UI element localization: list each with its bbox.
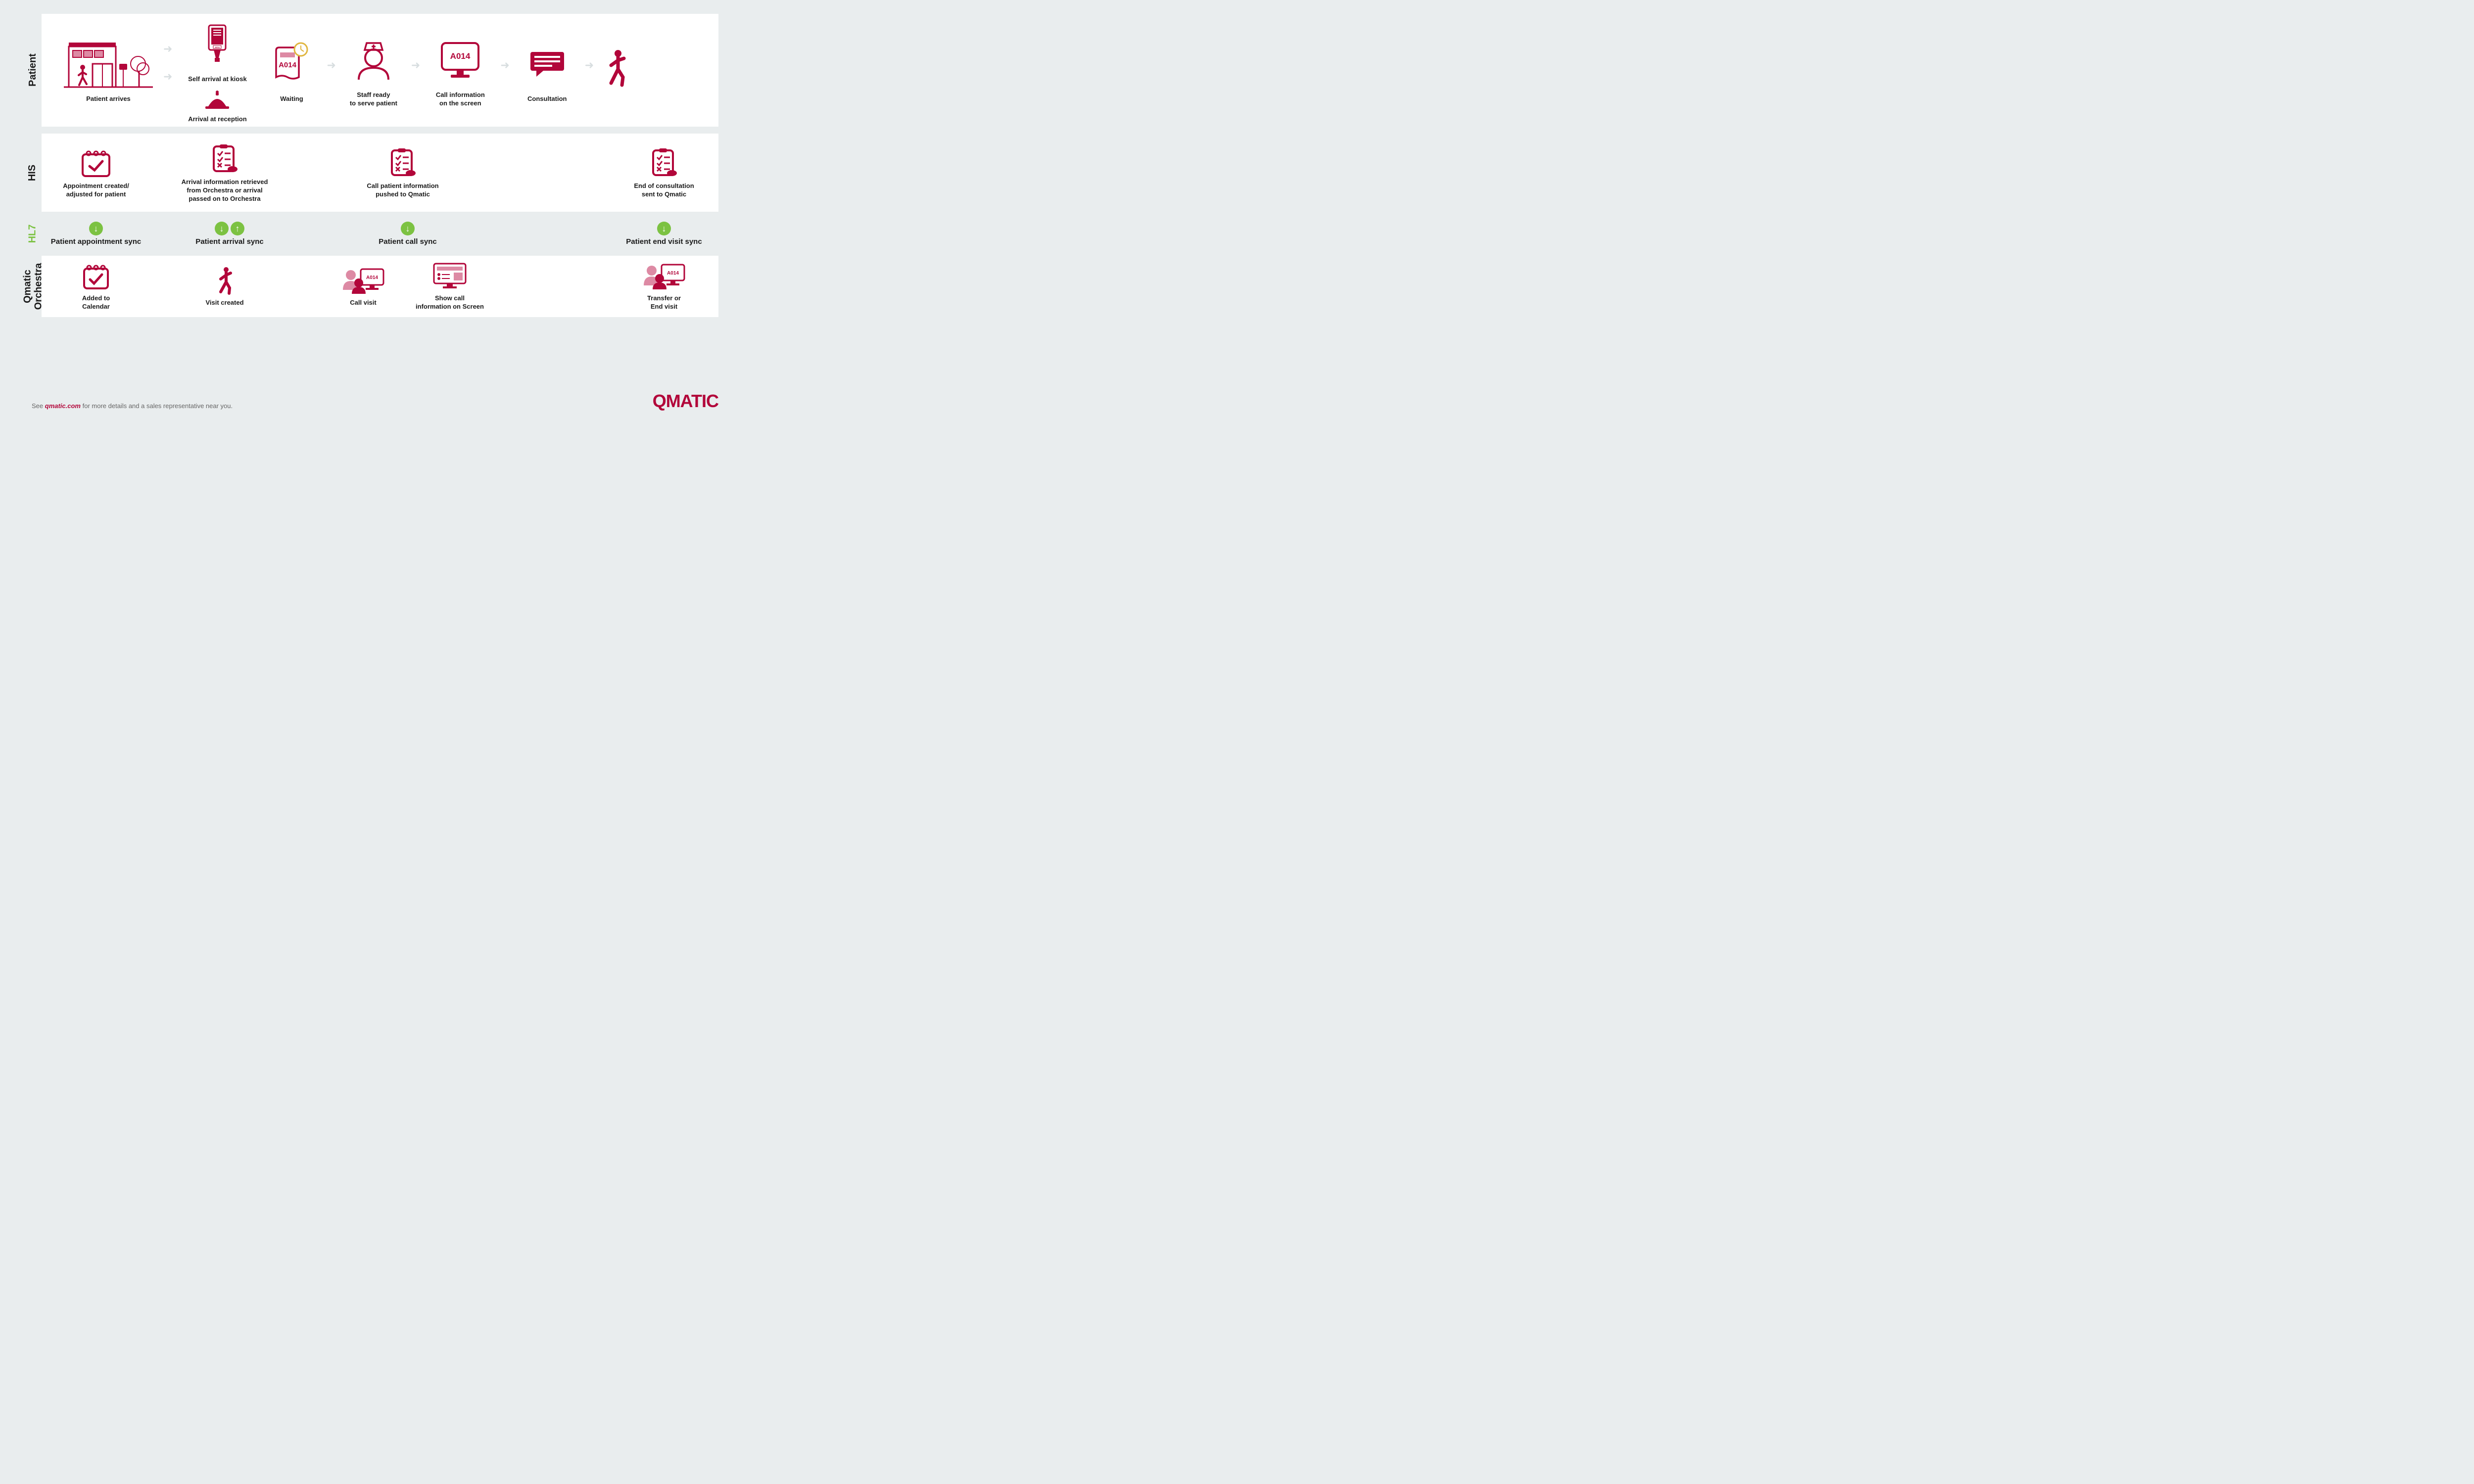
arrival-options: A014 Self arrival at kiosk xyxy=(175,17,259,124)
step-call-info: A014 Call information on the screen xyxy=(423,33,497,108)
bell-icon xyxy=(203,90,231,111)
footer-link[interactable]: qmatic.com xyxy=(45,402,81,410)
monitor-list-icon xyxy=(430,262,470,290)
step-label: Consultation xyxy=(527,95,567,103)
arrow-icon: ➜ xyxy=(324,59,338,72)
step-consultation: Consultation xyxy=(513,37,582,103)
arrow-down-icon: ↓ xyxy=(89,222,103,235)
step-label: Call visit xyxy=(350,299,376,307)
step-exit xyxy=(597,41,636,99)
hl7-label: Patient call sync xyxy=(379,237,437,246)
arrow-down-icon: ↓ xyxy=(215,222,229,235)
step-orch-transfer: A014 Transfer or End visit xyxy=(615,262,714,311)
step-reception: Arrival at reception xyxy=(188,90,247,124)
step-label: Self arrival at kiosk xyxy=(188,75,247,84)
agent-monitor-icon: A014 xyxy=(341,266,385,295)
lane-label-his: HIS xyxy=(24,134,42,212)
arrow-up-icon: ↑ xyxy=(231,222,244,235)
step-patient-arrives: Patient arrives xyxy=(56,37,160,103)
step-his-appt: Appointment created/ adjusted for patien… xyxy=(47,146,145,199)
step-label: Added to Calendar xyxy=(82,294,110,311)
step-label: Transfer or End visit xyxy=(647,294,681,311)
arrow-icon: ➜ xyxy=(160,70,175,83)
step-label: Patient arrives xyxy=(86,95,131,103)
lane-patient: Patient xyxy=(24,14,718,127)
lane-label-orchestra: Qmatic Orchestra xyxy=(24,256,42,317)
calendar-icon xyxy=(80,146,112,178)
arrow-down-icon: ↓ xyxy=(657,222,671,235)
hl7-label: Patient arrival sync xyxy=(195,237,264,246)
building-icon xyxy=(64,37,153,91)
split-arrows: ➜ ➜ xyxy=(160,52,175,83)
svg-text:A014: A014 xyxy=(366,275,378,280)
step-label: Call information on the screen xyxy=(436,91,485,108)
step-label: Waiting xyxy=(280,95,303,103)
lane-orchestra: Qmatic Orchestra Added to Calendar xyxy=(24,256,718,317)
clipboard-icon xyxy=(648,146,680,178)
step-his-arrival: Arrival information retrieved from Orche… xyxy=(160,142,289,203)
ticket-icon: A014 xyxy=(269,37,314,91)
hl7-label: Patient end visit sync xyxy=(626,237,702,246)
step-his-callpush: Call patient information pushed to Qmati… xyxy=(343,146,462,199)
step-label: Arrival at reception xyxy=(188,115,247,124)
svg-text:A014: A014 xyxy=(215,46,220,48)
step-label: Call patient information pushed to Qmati… xyxy=(367,182,438,199)
step-label: End of consultation sent to Qmatic xyxy=(634,182,694,199)
arrow-icon: ➜ xyxy=(497,59,512,72)
step-kiosk: A014 Self arrival at kiosk xyxy=(188,17,247,84)
arrow-icon: ➜ xyxy=(160,43,175,55)
step-label: Staff ready to serve patient xyxy=(350,91,397,108)
arrow-down-icon: ↓ xyxy=(401,222,415,235)
lane-body-hl7: ↓ Patient appointment sync ↓↑ Patient ar… xyxy=(42,219,718,249)
step-label: Arrival information retrieved from Orche… xyxy=(182,178,268,203)
monitor-icon: A014 xyxy=(438,33,482,87)
sync-arrows: ↓ xyxy=(656,222,672,235)
clipboard-icon xyxy=(209,142,240,174)
step-orch-calendar: Added to Calendar xyxy=(47,262,145,311)
svg-text:A014: A014 xyxy=(279,61,297,69)
step-label: Show call information on Screen xyxy=(416,294,484,311)
hl7-arrival-sync: ↓↑ Patient arrival sync xyxy=(165,222,294,246)
sync-arrows: ↓ xyxy=(400,222,416,235)
lane-body-patient: Patient arrives ➜ ➜ xyxy=(42,14,718,127)
chat-icon xyxy=(527,37,567,91)
kiosk-icon: A014 xyxy=(205,17,230,71)
lane-hl7: HL7 ↓ Patient appointment sync ↓↑ Patien… xyxy=(24,219,718,249)
hl7-appt-sync: ↓ Patient appointment sync xyxy=(42,222,150,246)
hl7-call-sync: ↓ Patient call sync xyxy=(348,222,467,246)
step-orch-callvisit: A014 Call visit xyxy=(324,266,403,307)
infographic-container: Patient xyxy=(0,0,742,417)
lane-body-his: Appointment created/ adjusted for patien… xyxy=(42,134,718,212)
walking-person-icon xyxy=(603,41,630,95)
clipboard-icon xyxy=(387,146,419,178)
lane-body-orchestra: Added to Calendar Visit created xyxy=(42,256,718,317)
arrow-icon: ➜ xyxy=(582,59,597,72)
agent-monitor-icon: A014 xyxy=(642,262,686,290)
calendar-icon xyxy=(81,262,111,290)
nurse-icon xyxy=(354,33,393,87)
footer-text: See qmatic.com for more details and a sa… xyxy=(32,402,233,410)
step-staff-ready: Staff ready to serve patient xyxy=(339,33,408,108)
hl7-end-sync: ↓ Patient end visit sync xyxy=(615,222,714,246)
lane-label-hl7: HL7 xyxy=(24,219,42,249)
walking-person-icon xyxy=(214,266,235,295)
step-orch-showcall: Show call information on Screen xyxy=(403,262,497,311)
arrow-icon: ➜ xyxy=(408,59,423,72)
lane-his: HIS Appointment created/ adjusted for pa… xyxy=(24,134,718,212)
step-label: Visit created xyxy=(205,299,243,307)
step-label: Appointment created/ adjusted for patien… xyxy=(63,182,129,199)
sync-arrows: ↓ xyxy=(88,222,104,235)
hl7-label: Patient appointment sync xyxy=(51,237,142,246)
step-orch-visit: Visit created xyxy=(160,266,289,307)
lane-label-patient: Patient xyxy=(24,14,42,127)
step-waiting: A014 Waiting xyxy=(259,37,324,103)
qmatic-logo: QMATIC xyxy=(653,391,718,412)
svg-text:A014: A014 xyxy=(450,51,471,61)
step-his-end: End of consultation sent to Qmatic xyxy=(615,146,714,199)
svg-text:A014: A014 xyxy=(667,271,679,276)
sync-arrows: ↓↑ xyxy=(214,222,245,235)
